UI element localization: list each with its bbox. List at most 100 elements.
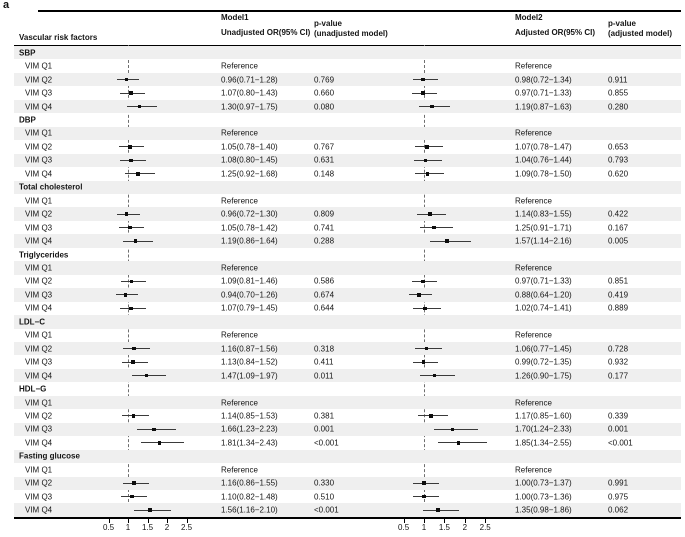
- ci-line: [412, 496, 439, 498]
- axis-tick-label: 2.5: [180, 522, 193, 532]
- or-text: 1.05(0.78−1.40): [221, 142, 278, 152]
- pvalue-unadjusted-line1: p-value: [314, 19, 343, 28]
- p-value-text: <0.001: [314, 505, 339, 515]
- forest-row: VIM Q2 0.96(0.71−1.28) 0.769 0.98(0.72−1.34…: [14, 72, 681, 87]
- axis-tick-label: 1: [125, 522, 131, 532]
- or-point-marker: [420, 91, 425, 95]
- forest-row: VIM Q4 1.19(0.86−1.64) 0.288 1.57(1.14−2.16…: [14, 234, 681, 248]
- group-label: Total cholesterol: [19, 182, 83, 192]
- or-text: 0.96(0.72−1.30): [221, 209, 278, 219]
- column-header-model2: Model2: [515, 13, 543, 22]
- or-text: 1.02(0.74−1.41): [515, 303, 572, 313]
- ci-line: [418, 106, 450, 108]
- axis-tick: [403, 519, 405, 523]
- or-text: 1.13(0.84−1.52): [221, 357, 278, 367]
- or-point-marker: [436, 508, 441, 512]
- ci-line: [121, 361, 149, 363]
- column-header-adjusted-or: Adjusted OR(95% CI): [515, 28, 596, 37]
- row-label: VIM Q4: [25, 505, 53, 515]
- or-point-marker: [422, 494, 426, 499]
- ci-line: [417, 213, 447, 215]
- row-label: VIM Q3: [25, 424, 53, 434]
- or-text: 1.81(1.34−2.43): [221, 438, 278, 448]
- p-value-text: 0.975: [608, 492, 629, 502]
- or-point-marker: [423, 306, 427, 311]
- axis-tick: [108, 519, 110, 523]
- p-value-text: 0.991: [608, 478, 629, 488]
- or-point-marker: [432, 225, 436, 230]
- or-point-marker: [432, 373, 437, 378]
- or-text: Reference: [221, 398, 258, 407]
- group-label: HDL−G: [19, 384, 47, 394]
- p-value-text: <0.001: [314, 438, 339, 448]
- or-point-marker: [429, 104, 434, 109]
- forest-row: VIM Q1 Reference Reference: [14, 463, 681, 476]
- row-label: VIM Q2: [25, 209, 53, 219]
- axis-tick: [186, 519, 188, 523]
- forest-row: VIM Q3 1.07(0.80−1.43) 0.660 0.97(0.71−1.33…: [14, 86, 681, 99]
- or-text: 1.04(0.76−1.44): [515, 155, 572, 165]
- ci-line: [412, 280, 438, 282]
- p-value-text: 0.660: [314, 88, 335, 98]
- ci-line: [117, 213, 140, 215]
- or-text: 1.09(0.78−1.50): [515, 169, 572, 179]
- row-label: VIM Q4: [25, 371, 53, 381]
- column-header-unadjusted-or: Unadjusted OR(95% CI): [221, 28, 311, 37]
- row-label: VIM Q2: [25, 411, 53, 421]
- or-text: 1.16(0.87−1.56): [221, 344, 278, 354]
- or-point-marker: [425, 145, 429, 149]
- forest-row: VIM Q1 Reference Reference: [14, 126, 681, 141]
- p-value-text: 0.422: [608, 209, 629, 219]
- forest-row: VIM Q2 1.16(0.86−1.55) 0.330 1.00(0.73−1.37…: [14, 476, 681, 490]
- forest-row: VIM Q1 Reference Reference: [14, 329, 681, 342]
- or-text: 1.00(0.73−1.36): [515, 492, 572, 502]
- or-text: 1.85(1.34−2.55): [515, 438, 572, 448]
- or-point-marker: [129, 158, 133, 163]
- or-text: 1.56(1.16−2.10): [221, 505, 278, 515]
- or-point-marker: [132, 346, 137, 351]
- forest-row: VIM Q4 1.56(1.16−2.10) <0.001 1.35(0.98−1.8…: [14, 503, 681, 517]
- p-value-text: 0.288: [314, 236, 335, 246]
- ci-line: [413, 307, 441, 309]
- or-text: 0.98(0.72−1.34): [515, 75, 572, 85]
- p-value-text: 0.674: [314, 290, 335, 300]
- row-label: VIM Q2: [25, 344, 53, 354]
- or-text: 1.47(1.09−1.97): [221, 371, 278, 381]
- p-value-text: 0.318: [314, 344, 335, 354]
- column-header-model1: Model1: [221, 13, 249, 22]
- or-text: 1.08(0.80−1.45): [221, 155, 278, 165]
- p-value-text: 0.809: [314, 209, 335, 219]
- or-point-marker: [157, 441, 162, 445]
- or-point-marker: [131, 360, 135, 364]
- row-label: VIM Q1: [25, 196, 53, 206]
- or-point-marker: [151, 427, 156, 432]
- or-text: Reference: [515, 330, 552, 340]
- or-text: Reference: [515, 263, 552, 273]
- p-value-text: 0.631: [314, 155, 335, 165]
- or-point-marker: [425, 172, 430, 176]
- or-point-marker: [420, 279, 425, 284]
- row-label: VIM Q4: [25, 438, 53, 448]
- ci-line: [420, 227, 453, 229]
- or-text: 1.26(0.90−1.75): [515, 371, 572, 381]
- p-value-text: 0.280: [608, 102, 629, 112]
- forest-row: VIM Q4 1.30(0.97−1.75) 0.080 1.19(0.87−1.63…: [14, 99, 681, 114]
- row-label: VIM Q3: [25, 223, 53, 233]
- p-value-text: 0.510: [314, 492, 335, 502]
- group-label: Triglycerides: [19, 250, 69, 260]
- p-value-text: 0.620: [608, 169, 629, 179]
- axis-tick: [147, 519, 149, 523]
- p-value-text: 0.653: [608, 142, 629, 152]
- ci-line: [433, 428, 479, 430]
- column-header-pvalue-unadjusted: p-value (unadjusted model): [314, 19, 388, 38]
- ci-line: [423, 509, 460, 511]
- figure-panel-label: a: [3, 0, 10, 11]
- p-value-text: 0.062: [608, 505, 629, 515]
- axis-tick-label: 1: [421, 522, 427, 532]
- row-label: VIM Q4: [25, 303, 53, 313]
- ci-line: [136, 428, 176, 430]
- row-label: VIM Q4: [25, 169, 53, 179]
- row-label: VIM Q2: [25, 75, 53, 85]
- forest-row: VIM Q4 1.07(0.79−1.45) 0.644 1.02(0.74−1.41…: [14, 302, 681, 315]
